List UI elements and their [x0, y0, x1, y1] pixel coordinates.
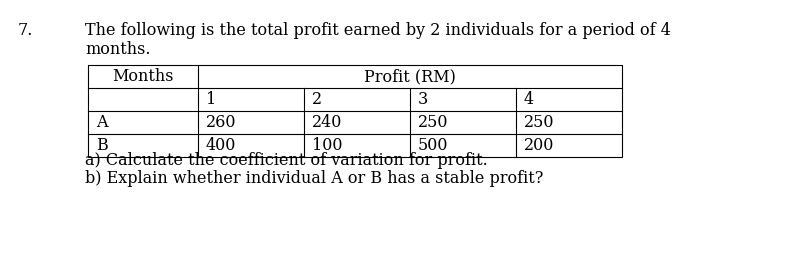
Text: b) Explain whether individual A or B has a stable profit?: b) Explain whether individual A or B has…	[85, 170, 543, 187]
Text: 200: 200	[524, 137, 554, 154]
Text: 100: 100	[312, 137, 342, 154]
Text: 3: 3	[418, 91, 428, 108]
Bar	[88, 65, 622, 157]
Text: The following is the total profit earned by 2 individuals for a period of 4: The following is the total profit earned…	[85, 22, 671, 39]
Text: 4: 4	[524, 91, 534, 108]
Text: A: A	[96, 114, 107, 131]
Text: B: B	[96, 137, 108, 154]
Text: 7.: 7.	[18, 22, 34, 39]
Text: Months: Months	[112, 68, 174, 85]
Text: months.: months.	[85, 41, 150, 58]
Text: 400: 400	[206, 137, 236, 154]
Text: 2: 2	[312, 91, 322, 108]
Text: 240: 240	[312, 114, 342, 131]
Text: 1: 1	[206, 91, 216, 108]
Text: 250: 250	[524, 114, 554, 131]
Text: 260: 260	[206, 114, 237, 131]
Text: 250: 250	[418, 114, 449, 131]
Text: Profit (RM): Profit (RM)	[364, 68, 456, 85]
Text: a) Calculate the coefficient of variation for profit.: a) Calculate the coefficient of variatio…	[85, 152, 488, 169]
Text: 500: 500	[418, 137, 449, 154]
